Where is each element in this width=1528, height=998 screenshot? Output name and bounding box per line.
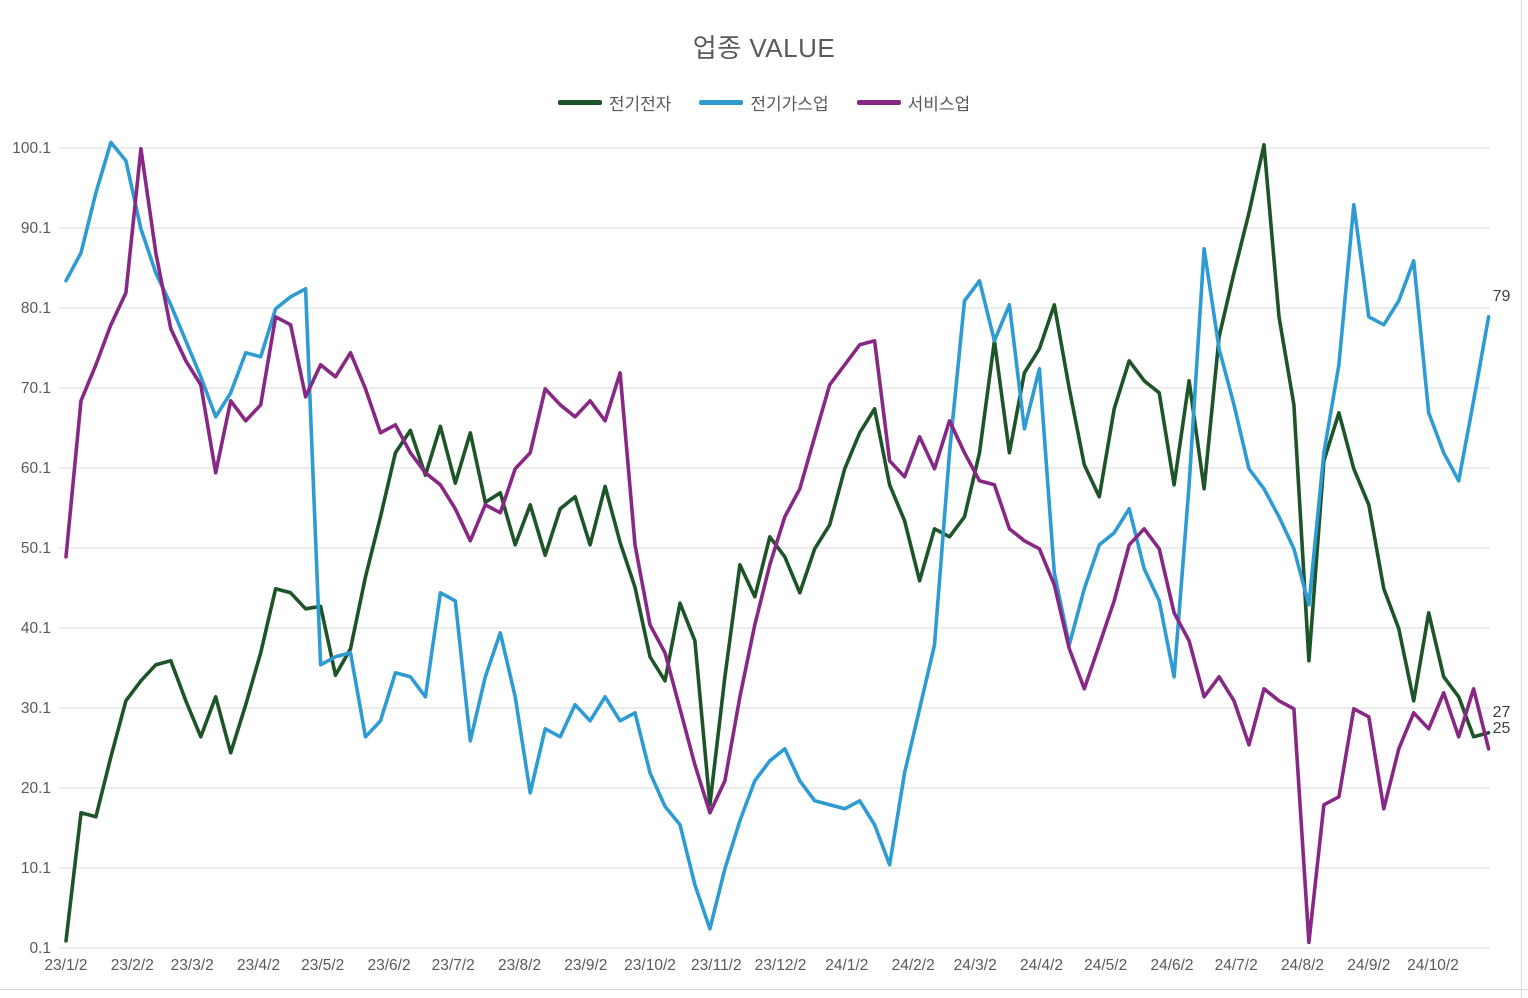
x-axis-tick-label: 24/1/2 xyxy=(825,957,868,974)
x-axis-tick-label: 24/3/2 xyxy=(954,957,997,974)
legend-item-electric-gas[interactable]: 전기가스업 xyxy=(699,90,829,115)
x-axis-tick-label: 23/5/2 xyxy=(301,957,344,974)
x-axis-tick-label: 24/7/2 xyxy=(1215,957,1258,974)
legend-item-services[interactable]: 서비스업 xyxy=(856,90,971,115)
legend-swatch-icon xyxy=(557,100,602,105)
window-bottom-border xyxy=(0,989,1528,990)
x-axis-tick-label: 23/6/2 xyxy=(367,957,410,974)
x-axis-tick-label: 24/4/2 xyxy=(1020,957,1063,974)
y-axis-tick-label: 90.1 xyxy=(21,220,51,237)
y-axis-tick-label: 30.1 xyxy=(21,700,51,717)
series-end-data-label: 79 xyxy=(1493,288,1511,305)
legend-label: 전기전자 xyxy=(608,95,672,114)
chart-legend: 전기전자 전기가스업 서비스업 xyxy=(0,90,1528,115)
y-axis-tick-label: 80.1 xyxy=(21,300,51,317)
legend-label: 서비스업 xyxy=(907,95,971,114)
y-axis-tick-label: 20.1 xyxy=(21,780,51,797)
x-axis-tick-label: 23/1/2 xyxy=(44,957,87,974)
x-axis-tick-label: 24/8/2 xyxy=(1281,957,1324,974)
x-axis-tick-label: 23/9/2 xyxy=(564,957,607,974)
series-line-2[interactable] xyxy=(64,147,1491,945)
series-end-data-label: 27 xyxy=(1493,704,1511,721)
y-axis-tick-label: 60.1 xyxy=(21,460,51,477)
legend-swatch-icon xyxy=(856,100,901,105)
window-right-border xyxy=(1521,0,1522,998)
x-axis-tick-label: 24/9/2 xyxy=(1347,957,1390,974)
x-axis-tick-label: 24/6/2 xyxy=(1150,957,1193,974)
y-axis-tick-label: 70.1 xyxy=(21,380,51,397)
x-axis-tick-label: 23/8/2 xyxy=(498,957,541,974)
x-axis-tick-label: 23/3/2 xyxy=(171,957,214,974)
legend-label: 전기가스업 xyxy=(750,95,829,114)
x-axis-tick-label: 23/12/2 xyxy=(755,957,807,974)
legend-swatch-icon xyxy=(699,100,744,105)
x-axis-tick-label: 24/10/2 xyxy=(1407,957,1459,974)
y-axis-tick-label: 50.1 xyxy=(21,540,51,557)
x-axis-tick-label: 23/10/2 xyxy=(624,957,676,974)
x-axis-tick-label: 23/11/2 xyxy=(691,957,742,974)
y-axis-tick-label: 0.1 xyxy=(29,940,51,957)
y-axis-tick-label: 100.1 xyxy=(12,140,51,157)
x-axis-tick-label: 23/2/2 xyxy=(111,957,154,974)
y-axis-tick-label: 10.1 xyxy=(21,860,51,877)
series-end-data-label: 25 xyxy=(1493,720,1511,737)
x-axis-tick-label: 24/5/2 xyxy=(1084,957,1127,974)
chart-title: 업종 VALUE xyxy=(692,33,836,63)
y-axis-tick-label: 40.1 xyxy=(21,620,51,637)
series-line-1[interactable] xyxy=(64,140,1491,931)
legend-item-electronics[interactable]: 전기전자 xyxy=(557,90,672,115)
x-axis-tick-label: 24/2/2 xyxy=(892,957,935,974)
x-axis-tick-label: 23/7/2 xyxy=(432,957,475,974)
x-axis-tick-label: 23/4/2 xyxy=(237,957,280,974)
